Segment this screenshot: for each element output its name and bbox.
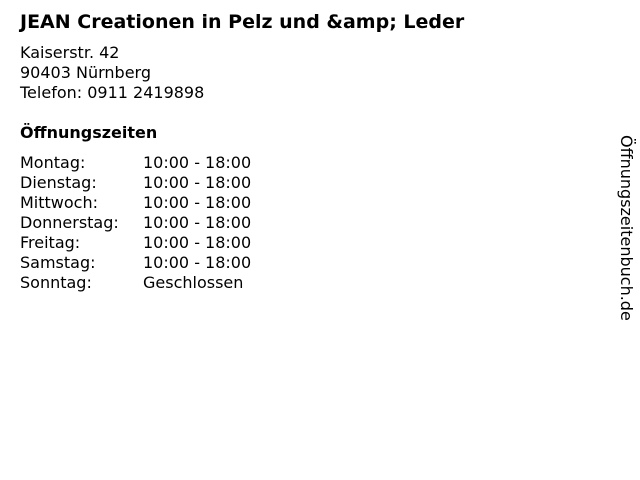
hours-row: Dienstag: 10:00 - 18:00 [20,173,251,193]
hours-row: Sonntag: Geschlossen [20,273,251,293]
time: 10:00 - 18:00 [143,233,252,252]
time: Geschlossen [143,273,244,292]
phone: Telefon: 0911 2419898 [20,83,205,102]
store-address: Kaiserstr. 42 90403 Nürnberg Telefon: 09… [20,43,204,103]
hours-row: Mittwoch: 10:00 - 18:00 [20,193,251,213]
time: 10:00 - 18:00 [143,253,252,272]
day: Dienstag: [20,173,97,192]
hours-row: Samstag: 10:00 - 18:00 [20,253,251,273]
day: Montag: [20,153,86,172]
hours-heading: Öffnungszeiten [20,123,158,142]
day: Donnerstag: [20,213,119,232]
day: Sonntag: [20,273,92,292]
day: Freitag: [20,233,81,252]
brand-link[interactable]: Öffnungszeitenbuch.de [617,135,636,321]
time: 10:00 - 18:00 [143,153,252,172]
city: 90403 Nürnberg [20,63,151,82]
hours-table: Montag: 10:00 - 18:00 Dienstag: 10:00 - 18… [20,153,251,293]
time: 10:00 - 18:00 [143,193,252,212]
time: 10:00 - 18:00 [143,173,252,192]
time: 10:00 - 18:00 [143,213,252,232]
day: Mittwoch: [20,193,98,212]
street: Kaiserstr. 42 [20,43,120,62]
store-title: JEAN Creationen in Pelz und &amp; Leder [20,11,465,33]
hours-row: Freitag: 10:00 - 18:00 [20,233,251,253]
hours-row: Donnerstag: 10:00 - 18:00 [20,213,251,233]
day: Samstag: [20,253,96,272]
hours-row: Montag: 10:00 - 18:00 [20,153,251,173]
